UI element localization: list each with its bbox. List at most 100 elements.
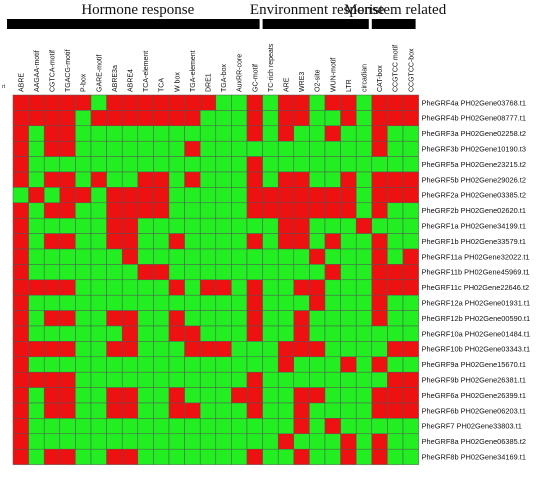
cell-present — [277, 187, 295, 204]
cell-absent — [231, 125, 248, 142]
cell-absent — [43, 356, 61, 373]
row-label: PheGRF1a PH02Gene34199.t1 — [422, 222, 526, 231]
cell-present — [43, 371, 61, 388]
cell-absent — [106, 125, 123, 142]
column-label: TGA-box — [221, 63, 228, 92]
cell-absent — [75, 448, 92, 465]
cell-present — [340, 187, 357, 204]
cell-absent — [137, 310, 154, 327]
column-label: TGA-element — [190, 50, 197, 92]
row-label: PheGRF11a PH02Gene32022.t1 — [422, 252, 530, 261]
cell-absent — [153, 279, 170, 296]
column-label: P-box — [81, 73, 88, 92]
cell-absent — [153, 217, 170, 234]
cell-absent — [59, 217, 76, 234]
cell-absent — [324, 110, 341, 127]
cell-absent — [121, 294, 139, 311]
cell-present — [246, 402, 263, 419]
cell-absent — [75, 217, 92, 234]
column-label: ABRE — [18, 73, 25, 92]
cell-present — [12, 402, 29, 419]
cell-absent — [199, 371, 217, 388]
cell-absent — [231, 325, 248, 342]
cell-absent — [90, 202, 107, 219]
cell-absent — [309, 325, 326, 342]
cell-absent — [231, 233, 248, 250]
cell-present — [262, 187, 279, 204]
cell-present — [12, 279, 29, 296]
cell-absent — [153, 294, 170, 311]
cell-absent — [75, 341, 92, 358]
cell-present — [168, 233, 185, 250]
cell-absent — [28, 125, 45, 142]
group-title: Environment response — [250, 2, 385, 18]
cell-present — [246, 371, 263, 388]
cell-present — [246, 125, 263, 142]
row-label: PheGRF8b PH02Gene34169.t1 — [422, 453, 526, 462]
cell-present — [121, 233, 139, 250]
cell-present — [28, 341, 45, 358]
cell-absent — [137, 248, 154, 265]
cell-absent — [90, 94, 107, 111]
cell-absent — [90, 233, 107, 250]
column-label: AAGAA-motif — [34, 50, 41, 92]
cell-present — [121, 402, 139, 419]
cell-present — [402, 371, 419, 388]
cell-absent — [324, 402, 341, 419]
cell-absent — [215, 387, 232, 404]
cell-absent — [277, 140, 295, 157]
cell-absent — [153, 125, 170, 142]
cell-absent — [199, 248, 217, 265]
cell-present — [28, 279, 45, 296]
cell-absent — [387, 233, 404, 250]
row-label: PheGRF5a PH02Gene23215.t2 — [422, 160, 526, 169]
column-label: DRE1 — [206, 73, 213, 92]
cell-absent — [199, 418, 217, 435]
cell-present — [355, 217, 373, 234]
cell-absent — [137, 448, 154, 465]
cell-absent — [387, 448, 404, 465]
cell-absent — [246, 140, 263, 157]
cell-absent — [402, 356, 419, 373]
cell-absent — [262, 402, 279, 419]
cell-present — [106, 110, 123, 127]
cell-present — [43, 448, 61, 465]
cell-absent — [106, 264, 123, 281]
cell-absent — [28, 202, 45, 219]
cell-present — [387, 402, 404, 419]
cell-present — [168, 325, 185, 342]
cell-absent — [231, 310, 248, 327]
cell-present — [12, 125, 29, 142]
cell-absent — [309, 418, 326, 435]
cell-absent — [75, 387, 92, 404]
cell-present — [184, 140, 201, 157]
cell-absent — [355, 341, 373, 358]
cell-present — [137, 202, 154, 219]
cell-present — [277, 94, 295, 111]
cell-present — [246, 110, 263, 127]
cell-absent — [355, 125, 373, 142]
cell-absent — [59, 294, 76, 311]
cell-absent — [137, 156, 154, 173]
cell-absent — [168, 125, 185, 142]
cell-absent — [402, 156, 419, 173]
cell-absent — [137, 371, 154, 388]
cell-absent — [153, 387, 170, 404]
row-label: PheGRF6a PH02Gene26399.t1 — [422, 391, 526, 400]
cell-present — [43, 140, 61, 157]
cell-absent — [402, 217, 419, 234]
row-label: PheGRF9b PH02Gene26381.t1 — [422, 376, 526, 385]
cell-present — [43, 402, 61, 419]
cell-present — [184, 171, 201, 188]
cell-absent — [59, 356, 76, 373]
cell-absent — [309, 371, 326, 388]
cell-absent — [43, 418, 61, 435]
cell-present — [293, 171, 310, 188]
cell-present — [324, 187, 341, 204]
cell-absent — [246, 433, 263, 450]
cell-absent — [355, 310, 373, 327]
cell-present — [277, 171, 295, 188]
cell-absent — [199, 187, 217, 204]
cell-present — [293, 418, 310, 435]
cell-present — [324, 125, 341, 142]
